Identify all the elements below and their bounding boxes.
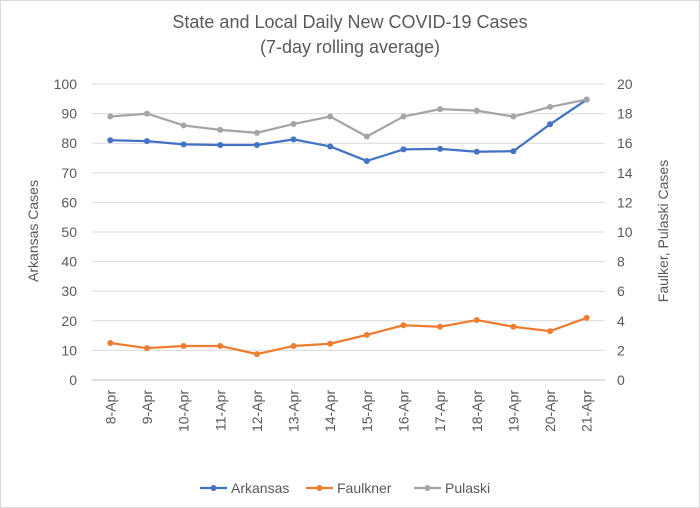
y-axis-left-title: Arkansas Cases xyxy=(25,180,41,282)
data-point-arkansas xyxy=(253,141,260,148)
data-point-arkansas xyxy=(107,137,114,144)
y-right-tick-label: 18 xyxy=(617,106,633,122)
legend-label-faulkner: Faulkner xyxy=(337,480,392,496)
y-right-tick-label: 20 xyxy=(617,76,633,92)
y-left-tick-label: 100 xyxy=(54,76,78,92)
series-line-faulkner xyxy=(110,316,588,356)
y-right-tick-label: 16 xyxy=(617,135,633,151)
y-left-tick-label: 60 xyxy=(61,194,77,210)
x-tick-label: 21-Apr xyxy=(579,390,595,432)
legend-marker-faulkner xyxy=(316,485,323,491)
data-point-faulkner xyxy=(363,331,370,338)
y-left-tick-label: 80 xyxy=(61,135,77,151)
y-right-tick-label: 12 xyxy=(617,194,633,210)
data-point-pulaski xyxy=(583,96,590,103)
y-right-tick-label: 8 xyxy=(617,254,625,270)
data-point-pulaski xyxy=(253,129,260,136)
x-tick-label: 14-Apr xyxy=(322,390,338,432)
x-tick-label: 11-Apr xyxy=(212,390,228,431)
data-point-pulaski xyxy=(180,122,187,129)
data-point-faulkner xyxy=(327,340,334,347)
data-point-pulaski xyxy=(510,113,517,120)
y-left-tick-label: 40 xyxy=(61,254,77,270)
data-point-pulaski xyxy=(107,113,114,120)
legend-label-pulaski: Pulaski xyxy=(445,480,490,496)
data-point-pulaski xyxy=(400,113,407,120)
x-tick-label: 17-Apr xyxy=(432,390,448,432)
data-point-faulkner xyxy=(510,323,517,330)
data-point-faulkner xyxy=(253,351,260,358)
y-right-tick-label: 10 xyxy=(617,224,633,240)
x-tick-label: 13-Apr xyxy=(286,390,302,432)
series-line-arkansas xyxy=(110,98,588,163)
data-point-faulkner xyxy=(473,317,480,324)
y-left-tick-label: 30 xyxy=(61,283,77,299)
y-axis-left-ticks: 0 10 20 30 40 50 60 70 80 90 100 xyxy=(54,76,78,388)
data-point-pulaski xyxy=(327,113,334,120)
y-axis-right-ticks: 0 2 4 6 8 10 12 14 16 18 20 xyxy=(617,76,633,388)
y-right-tick-label: 0 xyxy=(617,372,625,388)
chart-title-line1: State and Local Daily New COVID-19 Cases xyxy=(172,12,527,32)
legend-marker-arkansas xyxy=(210,485,217,491)
data-point-pulaski xyxy=(143,110,150,117)
data-point-pulaski xyxy=(437,106,444,113)
data-point-faulkner xyxy=(180,342,187,349)
legend-label-arkansas: Arkansas xyxy=(231,480,289,496)
data-point-faulkner xyxy=(400,322,407,329)
y-left-tick-label: 70 xyxy=(61,165,77,181)
y-right-tick-label: 4 xyxy=(617,313,625,329)
y-right-tick-label: 2 xyxy=(617,342,625,358)
data-point-pulaski xyxy=(363,133,370,140)
x-tick-label: 10-Apr xyxy=(176,390,192,432)
data-point-faulkner xyxy=(547,328,554,335)
data-point-arkansas xyxy=(143,138,150,145)
data-point-arkansas xyxy=(290,136,297,143)
x-tick-label: 16-Apr xyxy=(395,390,411,432)
x-tick-label: 19-Apr xyxy=(505,390,521,432)
data-point-faulkner xyxy=(290,342,297,349)
data-point-arkansas xyxy=(547,121,554,128)
x-tick-label: 12-Apr xyxy=(249,390,265,432)
data-point-arkansas xyxy=(400,146,407,153)
y-left-tick-label: 10 xyxy=(61,342,77,358)
data-point-pulaski xyxy=(217,126,224,133)
y-right-tick-label: 14 xyxy=(617,165,633,181)
legend: Arkansas Faulkner Pulaski xyxy=(200,480,490,496)
x-axis-ticks: 8-Apr 9-Apr 10-Apr 11-Apr 12-Apr 13-Apr 14-Apr… xyxy=(102,390,594,432)
y-left-tick-label: 0 xyxy=(69,372,77,388)
data-point-pulaski xyxy=(473,107,480,114)
y-axis-right-title: Faulker, Pulaski Cases xyxy=(655,160,671,302)
x-tick-label: 8-Apr xyxy=(102,390,118,425)
data-point-arkansas xyxy=(437,145,444,152)
y-right-tick-label: 6 xyxy=(617,283,625,299)
x-tick-label: 15-Apr xyxy=(359,390,375,432)
data-point-faulkner xyxy=(107,340,114,346)
data-point-arkansas xyxy=(473,148,480,155)
x-tick-label: 18-Apr xyxy=(469,390,485,432)
y-left-tick-label: 50 xyxy=(61,224,77,240)
data-point-faulkner xyxy=(583,314,590,321)
data-point-faulkner xyxy=(437,323,444,330)
data-point-pulaski xyxy=(547,103,554,110)
chart-title-line2: (7-day rolling average) xyxy=(260,37,440,57)
series-group xyxy=(107,96,590,358)
data-point-arkansas xyxy=(327,143,334,150)
data-point-arkansas xyxy=(180,141,187,148)
data-point-faulkner xyxy=(217,342,224,349)
series-line-pulaski xyxy=(110,98,587,138)
legend-marker-pulaski xyxy=(424,485,431,491)
data-point-arkansas xyxy=(217,141,224,148)
y-left-tick-label: 20 xyxy=(61,313,77,329)
x-tick-label: 9-Apr xyxy=(139,390,155,425)
data-point-arkansas xyxy=(510,148,517,155)
gridlines xyxy=(92,83,605,381)
data-point-pulaski xyxy=(290,120,297,127)
y-left-tick-label: 90 xyxy=(61,106,77,122)
data-point-faulkner xyxy=(143,345,150,352)
data-point-arkansas xyxy=(363,157,370,164)
x-tick-label: 20-Apr xyxy=(542,390,558,432)
